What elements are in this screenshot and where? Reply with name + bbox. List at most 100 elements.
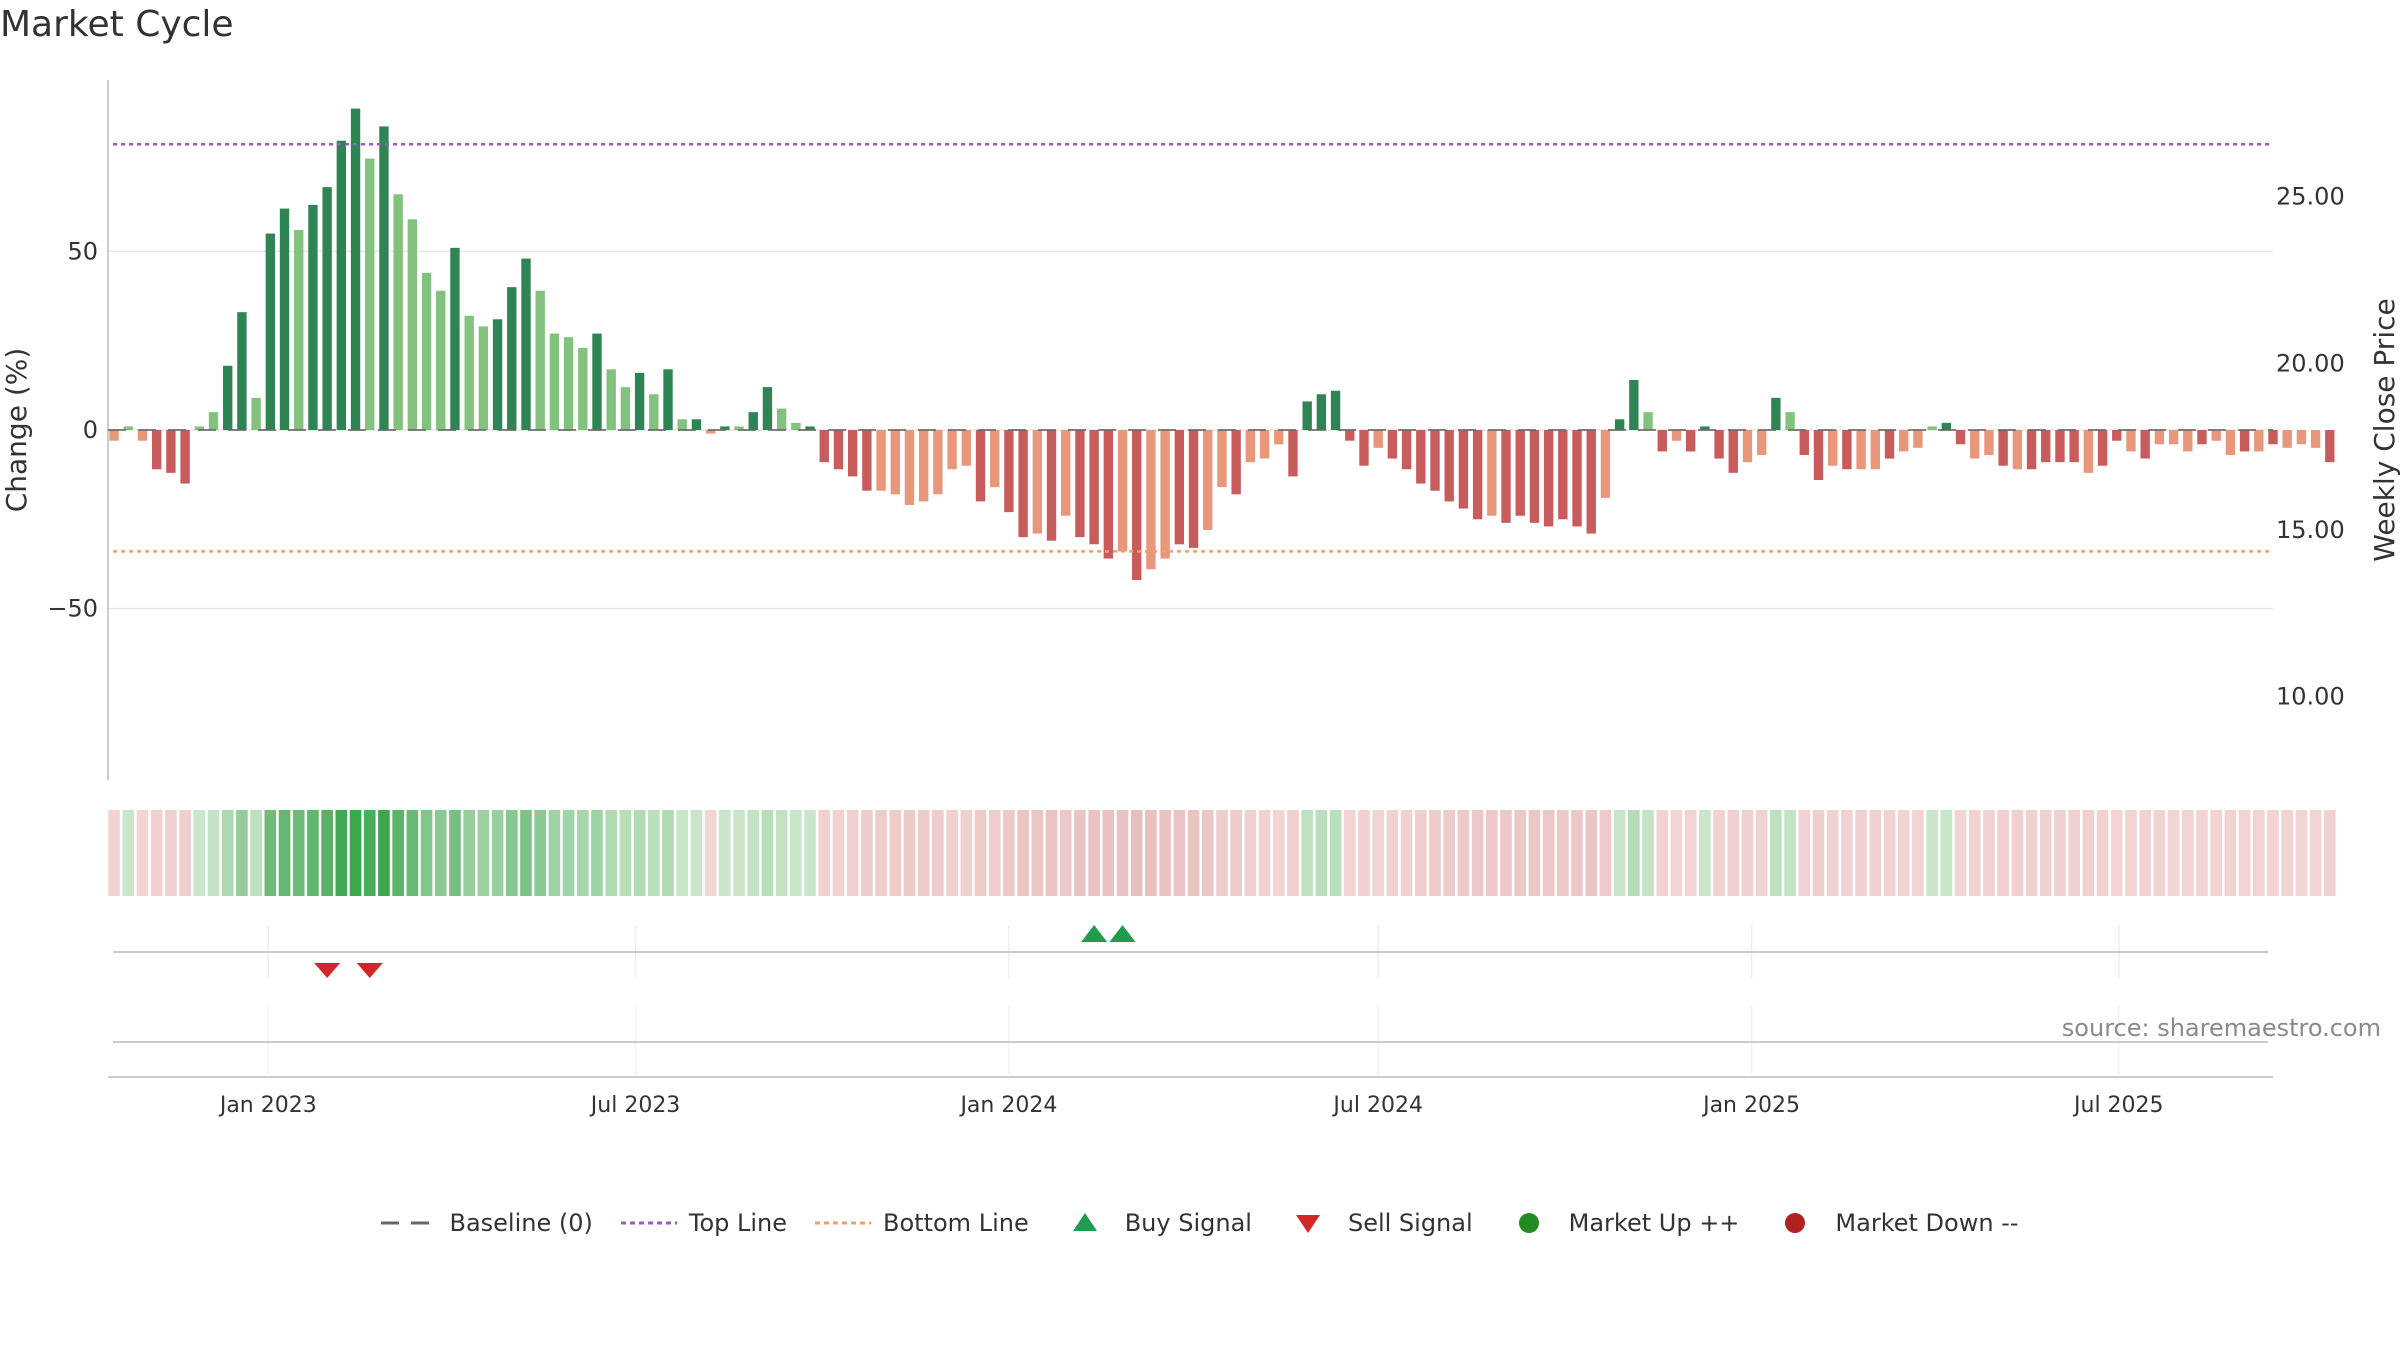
heat-cell-91	[1400, 810, 1413, 896]
bar-week-57	[918, 430, 929, 502]
bar-week-0	[109, 430, 119, 441]
bar-week-4	[166, 430, 176, 473]
heat-cell-109	[1656, 810, 1669, 896]
bar-week-72	[1132, 430, 1142, 580]
bar-week-97	[1487, 430, 1497, 516]
bar-week-23	[436, 290, 446, 430]
bar-week-83	[1288, 430, 1298, 477]
bar-week-138	[2069, 430, 2079, 463]
heat-cell-129	[1940, 810, 1953, 896]
buy-signal-marker	[1109, 925, 1136, 942]
bar-week-137	[2055, 430, 2065, 463]
bar-week-34	[592, 333, 602, 430]
heat-cell-116	[1755, 810, 1768, 896]
axes-layer	[107, 80, 2273, 1078]
bar-week-101	[1543, 430, 1554, 527]
x-tick-label: Jul 2024	[1331, 1093, 1423, 1118]
legend-label-baseline: Baseline (0)	[449, 1209, 593, 1237]
heat-cell-133	[1997, 810, 2009, 896]
heat-cell-122	[1841, 810, 1853, 896]
heat-cell-93	[1429, 810, 1441, 896]
heat-cell-76	[1187, 810, 1200, 896]
heat-cell-65	[1031, 810, 1044, 896]
bar-week-89	[1373, 430, 1383, 448]
bar-week-56	[904, 430, 915, 505]
bar-week-80	[1245, 430, 1256, 463]
bar-week-75	[1174, 430, 1185, 545]
heat-cell-43	[719, 810, 731, 896]
heat-cell-97	[1485, 810, 1498, 896]
heat-cell-41	[690, 810, 703, 896]
heat-cell-86	[1329, 810, 1342, 896]
bar-week-68	[1075, 430, 1085, 538]
bar-week-49	[805, 426, 815, 430]
bar-week-120	[1813, 430, 1824, 480]
bar-week-5	[180, 430, 190, 484]
signals-layer	[314, 925, 1136, 978]
bar-week-46	[762, 387, 773, 430]
bar-week-27	[492, 319, 503, 430]
bar-week-15	[322, 187, 332, 430]
heat-cell-120	[1812, 810, 1825, 896]
bar-week-117	[1771, 397, 1781, 430]
bar-week-16	[336, 140, 347, 430]
bar-week-73	[1146, 430, 1156, 570]
bar-week-136	[2041, 430, 2051, 463]
bar-week-6	[194, 426, 204, 430]
bar-week-156	[2325, 430, 2335, 463]
heat-cell-4	[165, 810, 177, 896]
heat-cell-114	[1727, 810, 1740, 896]
legend-item-top-line: Top Line	[620, 1208, 787, 1238]
bar-week-43	[720, 426, 730, 430]
buy-signal-marker	[1081, 925, 1108, 942]
source-note: source: sharemaestro.com	[2061, 1014, 2381, 1042]
bar-week-142	[2126, 430, 2136, 452]
heat-cell-67	[1059, 810, 1072, 896]
heat-cell-136	[2039, 810, 2052, 896]
bar-week-126	[1899, 430, 1909, 452]
y-tick-label: −50	[47, 595, 98, 623]
heat-cell-50	[818, 810, 831, 896]
heat-cell-14	[307, 810, 319, 896]
heat-cell-146	[2181, 810, 2194, 896]
x-tick-label: Jul 2023	[589, 1093, 681, 1118]
bar-week-155	[2310, 430, 2321, 448]
green-dot-icon	[1518, 1213, 1539, 1233]
heat-cell-52	[846, 810, 859, 896]
bar-week-135	[2026, 430, 2037, 470]
y2-axis-title: Weekly Close Price	[2368, 298, 2400, 561]
bar-week-103	[1572, 430, 1582, 527]
bar-week-69	[1089, 430, 1099, 545]
heat-cell-156	[2323, 810, 2336, 896]
heat-cell-37	[633, 810, 646, 896]
bar-week-98	[1501, 430, 1511, 523]
bar-week-33	[578, 347, 588, 430]
heat-cell-71	[1116, 810, 1129, 896]
heat-cell-119	[1798, 810, 1811, 896]
heat-cell-56	[903, 810, 916, 896]
heat-cell-27	[491, 810, 504, 896]
bar-week-115	[1742, 430, 1753, 463]
bar-week-66	[1046, 430, 1057, 541]
bar-week-40	[677, 419, 687, 430]
heat-cell-77	[1201, 810, 1214, 896]
legend-label-market-up: Market Up ++	[1568, 1209, 1740, 1237]
heat-cell-107	[1628, 810, 1640, 896]
bar-week-53	[862, 430, 872, 491]
heat-cell-139	[2082, 810, 2095, 896]
bar-week-24	[450, 247, 460, 430]
triangle-down-icon	[1295, 1215, 1320, 1233]
heat-cell-31	[548, 810, 561, 896]
heat-cell-20	[392, 810, 404, 896]
heat-cell-57	[917, 810, 930, 896]
bar-week-10	[251, 397, 261, 430]
bar-week-132	[1984, 430, 1994, 455]
bar-week-148	[2211, 430, 2221, 441]
bar-week-67	[1061, 430, 1071, 516]
heat-cell-137	[2054, 810, 2066, 896]
bar-week-110	[1671, 430, 1682, 441]
bar-week-64	[1018, 430, 1028, 538]
heat-cell-118	[1784, 810, 1796, 896]
heat-cell-64	[1017, 810, 1029, 896]
legend: Baseline (0) Top Line Bottom Line Buy Si…	[0, 1208, 2400, 1238]
